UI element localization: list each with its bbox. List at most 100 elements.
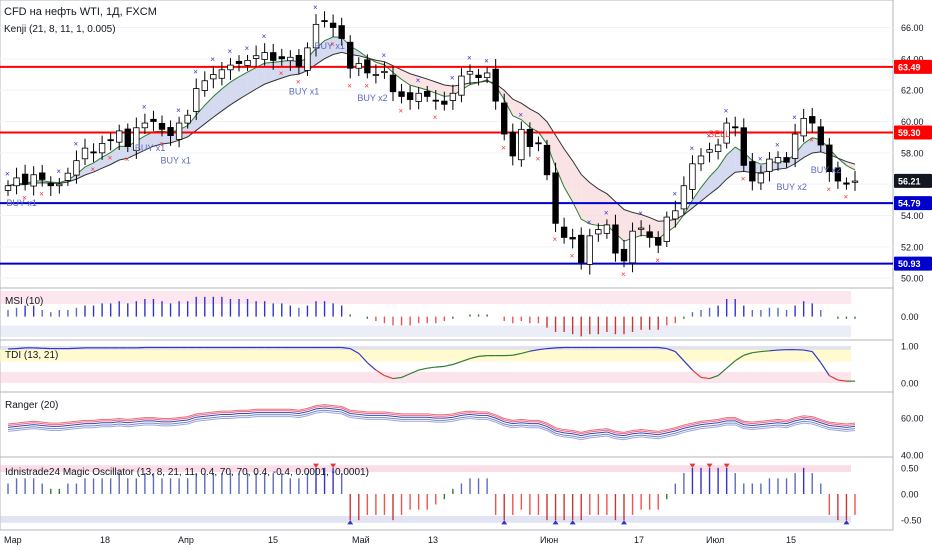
candle — [398, 91, 405, 97]
candle — [287, 56, 294, 62]
candle — [749, 161, 756, 182]
candle — [329, 22, 337, 28]
candle — [800, 117, 807, 137]
candle — [535, 142, 542, 145]
x-tick-label: 17 — [634, 535, 644, 545]
x-tick-label: 13 — [428, 535, 438, 545]
tdi-line-segment — [16, 347, 26, 350]
ma-band-segment — [239, 72, 248, 100]
candle — [809, 116, 816, 124]
price-tag-label: 63.49 — [898, 62, 921, 72]
candle — [175, 122, 183, 140]
y-tick-label: 60.00 — [901, 117, 924, 127]
candle — [697, 155, 705, 165]
candle — [47, 182, 54, 187]
signal-x-marker: × — [621, 270, 626, 279]
ma-band-segment — [435, 81, 445, 97]
candle — [757, 172, 765, 184]
tdi-line-segment — [392, 376, 402, 380]
candle — [210, 74, 217, 80]
tdi-lower-band — [0, 371, 851, 383]
candle — [723, 122, 730, 144]
candle — [30, 174, 37, 187]
osc-top-marker — [723, 463, 730, 468]
candle — [124, 128, 131, 147]
osc-bottom-marker — [569, 520, 576, 525]
tdi-line-segment — [375, 369, 385, 377]
signal-x-marker: × — [330, 40, 335, 49]
candle — [235, 60, 243, 64]
ma-band-segment — [324, 36, 334, 59]
candle — [4, 185, 12, 191]
candle — [424, 91, 431, 97]
candle — [560, 226, 568, 238]
ma-band-segment — [564, 148, 573, 202]
tdi-line-segment — [709, 375, 719, 380]
ma-band-segment — [196, 105, 205, 131]
ma-band-segment — [187, 115, 197, 137]
tdi-line-segment — [692, 369, 702, 378]
osc-bottom-marker — [621, 520, 627, 525]
ma-band-segment — [401, 69, 411, 86]
tdi-line-segment — [401, 373, 411, 379]
price-tag-label: 56.21 — [898, 176, 921, 186]
y-tick-label: 50.00 — [901, 274, 924, 284]
osc-top-marker — [313, 463, 319, 468]
candle — [603, 224, 611, 234]
candle — [492, 68, 499, 102]
signal-x-marker: × — [5, 169, 10, 178]
candle — [415, 92, 422, 102]
signal-x-marker: × — [707, 132, 712, 141]
ma-band-segment — [581, 174, 590, 224]
candle — [714, 144, 722, 152]
signal-x-marker: × — [604, 208, 609, 217]
ma-band-segment — [427, 79, 436, 94]
tdi-line-segment — [658, 346, 667, 350]
y-tick-label: 0.50 — [901, 463, 919, 473]
tdi-line-segment — [341, 346, 351, 350]
candle — [381, 70, 388, 74]
signal-label: BUY x1 — [289, 87, 319, 97]
y-tick-label: 0.00 — [901, 379, 919, 389]
candle — [543, 144, 551, 176]
candle — [766, 158, 773, 172]
candle — [569, 237, 576, 240]
tdi-line-segment — [683, 360, 693, 371]
y-tick-label: 54.00 — [901, 211, 924, 221]
ma-band-segment — [504, 90, 513, 116]
x-tick-label: Апр — [178, 535, 194, 545]
candle — [389, 74, 397, 93]
y-tick-label: 58.00 — [901, 148, 924, 158]
osc-bottom-marker — [552, 520, 559, 525]
ma-band-segment — [529, 108, 539, 132]
ma-band-segment — [221, 82, 231, 111]
y-tick-label: 62.00 — [901, 86, 924, 96]
signal-x-marker: × — [227, 47, 232, 56]
candle — [595, 229, 602, 235]
candle — [586, 235, 593, 265]
tdi-line-segment — [829, 375, 839, 381]
signal-x-marker: × — [467, 53, 472, 62]
signal-x-marker: × — [553, 235, 558, 244]
candle — [817, 126, 824, 146]
symbol-title: CFD на нефть WTI, 1Д, FXCM — [4, 6, 157, 18]
ma-band-segment — [230, 76, 239, 105]
ma-band-segment — [709, 167, 719, 195]
tdi-line-segment — [409, 369, 419, 375]
candle — [218, 69, 226, 79]
osc-lower-band — [0, 515, 851, 523]
candle — [201, 80, 208, 91]
signal-x-marker: × — [724, 107, 729, 116]
candle — [107, 139, 114, 142]
signal-x-marker: × — [826, 185, 831, 194]
candle — [449, 92, 457, 101]
candle — [244, 60, 251, 66]
signal-label: BUY x2 — [811, 165, 841, 175]
candle — [98, 143, 106, 154]
candle — [270, 52, 277, 61]
y-tick-label: 1.00 — [901, 342, 919, 352]
oversold-band — [0, 325, 851, 337]
signal-x-marker: × — [56, 167, 61, 176]
ma-band-segment — [153, 131, 162, 147]
tdi-line-segment — [666, 348, 676, 353]
